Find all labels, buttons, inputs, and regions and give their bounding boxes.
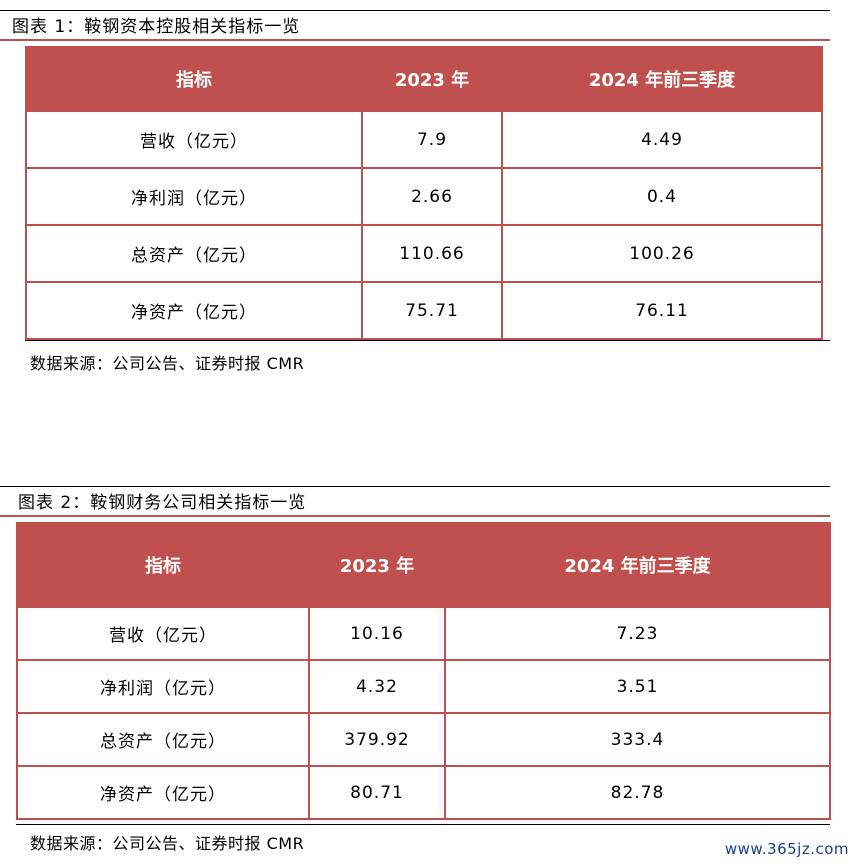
table2-title-underline	[0, 485, 830, 517]
table-cell-label: 净利润（亿元）	[16, 659, 310, 714]
table-cell-value: 75.71	[361, 281, 503, 340]
table1-header-2023: 2023 年	[361, 46, 503, 112]
table-cell-value: 76.11	[501, 281, 823, 340]
table-cell-label: 总资产（亿元）	[16, 712, 310, 767]
table2-header-2024q3: 2024 年前三季度	[444, 522, 831, 608]
table-cell-value: 4.49	[501, 110, 823, 169]
table-row: 净利润（亿元） 2.66 0.4	[25, 167, 823, 226]
table-cell-value: 333.4	[444, 712, 831, 767]
table1-title: 图表 1：鞍钢资本控股相关指标一览	[12, 17, 301, 37]
table1-header-row: 指标 2023 年 2024 年前三季度	[25, 46, 823, 112]
table-row: 总资产（亿元） 110.66 100.26	[25, 224, 823, 283]
table2-bottom-rule	[16, 824, 830, 825]
watermark: www.365jz.com	[724, 840, 849, 858]
table2-title-bar: 图表 2：鞍钢财务公司相关指标一览	[0, 486, 830, 517]
table2-source: 数据来源：公司公告、证券时报 CMR	[30, 834, 305, 853]
table-cell-label: 净资产（亿元）	[16, 765, 310, 820]
table-cell-value: 10.16	[308, 606, 446, 661]
table-row: 净资产（亿元） 75.71 76.11	[25, 281, 823, 340]
table-cell-value: 80.71	[308, 765, 446, 820]
table2: 指标 2023 年 2024 年前三季度 营收（亿元） 10.16 7.23 净…	[16, 522, 831, 820]
table-cell-value: 7.9	[361, 110, 503, 169]
table-cell-value: 7.23	[444, 606, 831, 661]
table1-header-indicator: 指标	[25, 46, 363, 112]
table2-header-row: 指标 2023 年 2024 年前三季度	[16, 522, 831, 608]
table1-title-bar: 图表 1：鞍钢资本控股相关指标一览	[0, 10, 830, 41]
table2-header-2023: 2023 年	[308, 522, 446, 608]
table-cell-value: 2.66	[361, 167, 503, 226]
table-cell-label: 净利润（亿元）	[25, 167, 363, 226]
table1-source: 数据来源：公司公告、证券时报 CMR	[30, 354, 305, 373]
table2-title: 图表 2：鞍钢财务公司相关指标一览	[18, 493, 307, 513]
table-row: 总资产（亿元） 379.92 333.4	[16, 712, 831, 767]
table-cell-value: 100.26	[501, 224, 823, 283]
table-row: 净资产（亿元） 80.71 82.78	[16, 765, 831, 820]
table1-bottom-rule	[25, 340, 830, 341]
table-cell-value: 110.66	[361, 224, 503, 283]
table-cell-value: 4.32	[308, 659, 446, 714]
table-cell-label: 营收（亿元）	[16, 606, 310, 661]
table-row: 营收（亿元） 7.9 4.49	[25, 110, 823, 169]
table-cell-value: 3.51	[444, 659, 831, 714]
table-cell-value: 379.92	[308, 712, 446, 767]
table1: 指标 2023 年 2024 年前三季度 营收（亿元） 7.9 4.49 净利润…	[25, 46, 823, 340]
table-cell-value: 0.4	[501, 167, 823, 226]
table1-title-underline	[0, 9, 830, 41]
table1-header-2024q3: 2024 年前三季度	[501, 46, 823, 112]
table-cell-label: 总资产（亿元）	[25, 224, 363, 283]
table2-header-indicator: 指标	[16, 522, 310, 608]
table-cell-value: 82.78	[444, 765, 831, 820]
table-cell-label: 净资产（亿元）	[25, 281, 363, 340]
table-cell-label: 营收（亿元）	[25, 110, 363, 169]
table-row: 营收（亿元） 10.16 7.23	[16, 606, 831, 661]
table-row: 净利润（亿元） 4.32 3.51	[16, 659, 831, 714]
